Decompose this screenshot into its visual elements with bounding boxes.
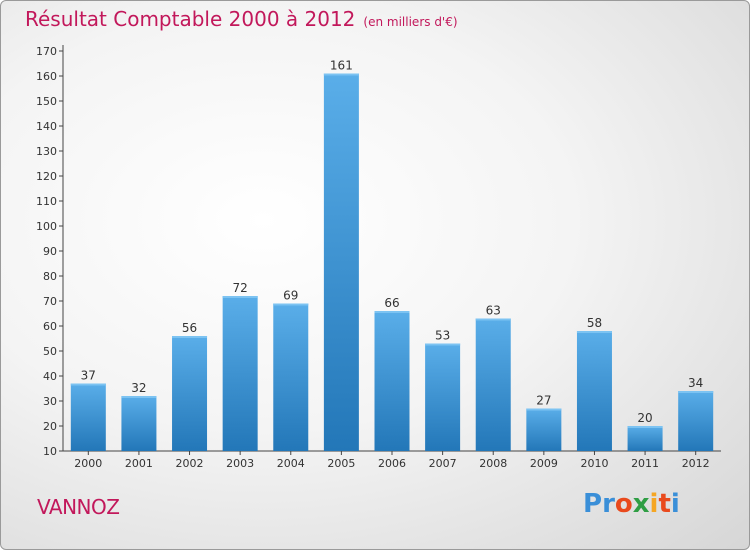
bar-highlight-2003 xyxy=(222,296,258,298)
y-tick-label: 120 xyxy=(36,170,57,183)
y-tick-label: 70 xyxy=(43,295,57,308)
x-tick-label-2005: 2005 xyxy=(327,457,355,470)
logo-letter: P xyxy=(583,489,603,519)
x-tick-label-2003: 2003 xyxy=(226,457,254,470)
bar-2003 xyxy=(222,296,258,451)
bar-2010 xyxy=(576,331,612,451)
proxiti-logo[interactable]: Proxiti xyxy=(583,489,680,519)
logo-letter: o xyxy=(614,489,633,519)
data-label-2000: 37 xyxy=(81,369,96,383)
y-tick-label: 30 xyxy=(43,395,57,408)
bar-highlight-2007 xyxy=(425,343,461,346)
data-label-2001: 32 xyxy=(131,381,146,395)
bar-2012 xyxy=(678,391,714,451)
x-tick-label-2008: 2008 xyxy=(479,457,507,470)
logo-letter: t xyxy=(658,489,671,519)
data-label-2011: 20 xyxy=(637,411,652,425)
x-tick-label-2004: 2004 xyxy=(277,457,305,470)
data-label-2004: 69 xyxy=(283,289,298,303)
y-tick-label: 140 xyxy=(36,120,57,133)
data-label-2002: 56 xyxy=(182,321,197,335)
data-label-2010: 58 xyxy=(587,316,602,330)
y-tick-label: 40 xyxy=(43,370,57,383)
data-labels: 37 32 56 72 69 161 66 53 63 27 58 20 34 xyxy=(81,59,704,426)
bar-2001 xyxy=(121,396,157,451)
y-tick-label: 160 xyxy=(36,70,57,83)
bars xyxy=(70,73,714,451)
y-tick-label: 60 xyxy=(43,320,57,333)
y-tick-label: 90 xyxy=(43,245,57,258)
data-label-2007: 53 xyxy=(435,329,450,343)
logo-letter: i xyxy=(670,489,680,519)
bar-highlight-2006 xyxy=(374,311,410,313)
y-tick-label: 80 xyxy=(43,270,57,283)
y-tick-label: 100 xyxy=(36,220,57,233)
bar-highlight-2012 xyxy=(678,391,714,393)
x-tick-label-2007: 2007 xyxy=(429,457,457,470)
chart-title: Résultat Comptable 2000 à 2012 (en millie… xyxy=(25,7,458,31)
bar-2004 xyxy=(273,303,309,451)
bar-highlight-2004 xyxy=(273,303,309,306)
bar-2000 xyxy=(70,383,106,451)
y-tick-label: 170 xyxy=(36,45,57,58)
bar-highlight-2008 xyxy=(475,318,511,321)
bar-highlight-2009 xyxy=(526,408,562,411)
data-label-2008: 63 xyxy=(486,304,501,318)
logo-letter: i xyxy=(649,489,659,519)
bar-highlight-2005 xyxy=(323,73,359,76)
bar-2005 xyxy=(323,73,359,451)
bar-highlight-2001 xyxy=(121,396,157,398)
x-tick-label-2001: 2001 xyxy=(125,457,153,470)
data-label-2005: 161 xyxy=(330,59,353,73)
x-tick-label-2009: 2009 xyxy=(530,457,558,470)
data-label-2006: 66 xyxy=(384,296,399,310)
bar-highlight-2010 xyxy=(576,331,612,333)
y-tick-label: 110 xyxy=(36,195,57,208)
data-label-2009: 27 xyxy=(536,394,551,408)
x-tick-label-2011: 2011 xyxy=(631,457,659,470)
bar-highlight-2011 xyxy=(627,426,663,428)
logo-letter: x xyxy=(632,489,650,519)
commune-name: VANNOZ xyxy=(37,495,120,519)
y-tick-label: 150 xyxy=(36,95,57,108)
bar-2007 xyxy=(425,343,461,451)
bar-2006 xyxy=(374,311,410,451)
y-axis: 10 20 30 40 50 60 70 80 90 100 110 120 130 140 150 160 1… xyxy=(36,45,64,458)
logo-letter: r xyxy=(602,489,615,519)
bar-2008 xyxy=(475,318,511,451)
y-tick-label: 130 xyxy=(36,145,57,158)
bar-highlight-2000 xyxy=(70,383,106,386)
bar-2009 xyxy=(526,408,562,451)
title-unit: (en milliers d'€) xyxy=(363,15,458,29)
data-label-2003: 72 xyxy=(233,281,248,295)
data-label-2012: 34 xyxy=(688,376,703,390)
x-tick-label-2000: 2000 xyxy=(74,457,102,470)
x-tick-label-2006: 2006 xyxy=(378,457,406,470)
y-tick-label: 50 xyxy=(43,345,57,358)
x-axis: 2000 2001 2002 2003 2004 2005 2006 2007 2008 2009… xyxy=(63,450,721,470)
y-tick-label: 20 xyxy=(43,420,57,433)
x-tick-label-2012: 2012 xyxy=(682,457,710,470)
bar-2011 xyxy=(627,426,663,451)
x-tick-label-2002: 2002 xyxy=(176,457,204,470)
y-tick-label: 10 xyxy=(43,445,57,458)
bar-2002 xyxy=(172,336,208,451)
title-main: Résultat Comptable 2000 à 2012 xyxy=(25,7,356,31)
bar-highlight-2002 xyxy=(172,336,208,338)
x-tick-label-2010: 2010 xyxy=(580,457,608,470)
